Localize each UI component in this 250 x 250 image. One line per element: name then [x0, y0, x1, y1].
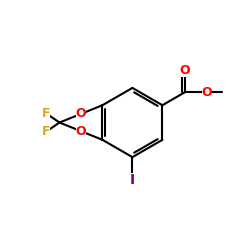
Text: O: O: [76, 107, 86, 120]
Text: O: O: [180, 64, 190, 77]
Text: O: O: [202, 86, 212, 99]
Text: O: O: [76, 125, 86, 138]
Text: F: F: [42, 126, 50, 138]
Text: F: F: [42, 107, 50, 120]
Text: I: I: [130, 174, 135, 188]
